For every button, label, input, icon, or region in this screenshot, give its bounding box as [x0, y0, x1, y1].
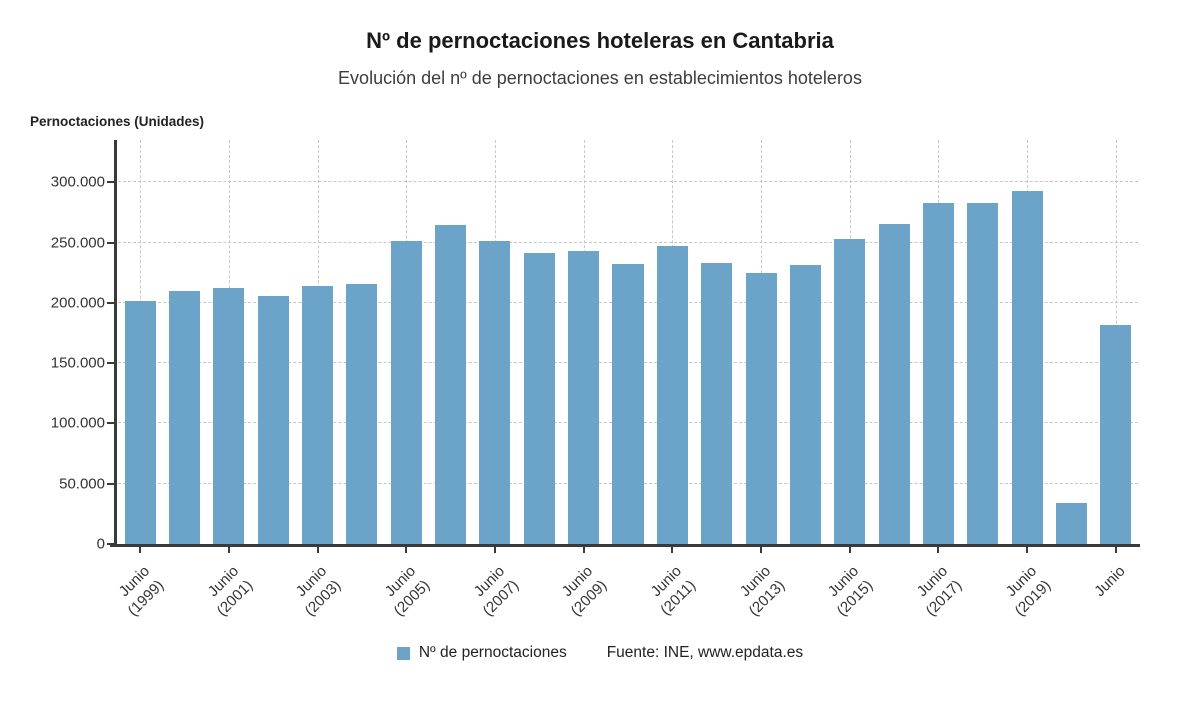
bar [1055, 503, 1087, 544]
chart-subtitle: Evolución del nº de pernoctaciones en es… [338, 68, 862, 88]
x-tick-mark [937, 546, 940, 553]
bar [1011, 190, 1043, 544]
bar [302, 285, 334, 544]
x-tick-mark [405, 546, 408, 553]
y-tick-mark [107, 362, 114, 365]
x-tick-label-text: Junio (2017) [913, 562, 966, 620]
bar [612, 264, 644, 544]
x-tick-label-text: Junio (2015) [825, 562, 877, 620]
bar [656, 245, 688, 544]
legend-row: Nº de pernoctaciones Fuente: INE, www.ep… [0, 644, 1200, 662]
bar [257, 296, 289, 544]
bar [346, 283, 378, 544]
y-tick-label: 250.000 [50, 234, 105, 251]
y-tick-label: 100.000 [50, 414, 105, 432]
legend-swatch-icon [396, 646, 410, 660]
x-tick-mark [582, 546, 585, 553]
bar [390, 241, 422, 544]
x-tick-mark [1114, 546, 1117, 553]
bar [745, 273, 777, 544]
bar [967, 203, 999, 544]
x-tick-label-text: Junio (2001) [204, 562, 256, 620]
y-tick-mark [107, 241, 114, 244]
x-tick-mark [760, 546, 763, 553]
y-tick-mark [107, 482, 114, 485]
x-tick-label-text: Junio (2013) [736, 562, 788, 620]
h-gridline [118, 181, 1138, 183]
x-tick-mark [227, 546, 230, 553]
x-tick-label-text: Junio (2005) [381, 562, 433, 620]
bar [878, 223, 910, 544]
x-tick-label-text: Junio (1999) [115, 562, 167, 620]
legend-label: Nº de pernoctaciones [418, 644, 567, 661]
x-tick-label-text: Junio [1091, 562, 1129, 601]
y-tick-mark [107, 301, 114, 304]
bar [789, 264, 821, 544]
x-tick-mark [848, 546, 851, 553]
y-tick-label: 200.000 [50, 294, 105, 312]
source-text: Fuente: INE, www.epdata.es [606, 644, 804, 661]
x-tick-mark [493, 546, 496, 553]
legend-item: Nº de pernoctaciones [396, 644, 567, 662]
bar [834, 238, 866, 544]
y-tick-label: 0 [96, 535, 105, 553]
bar [701, 263, 733, 544]
x-tick-label-text: Junio (2007) [470, 562, 522, 620]
bar [1100, 325, 1132, 544]
y-axis-labels: 0 50.000 100.000 150.000 200.000 250.000 300.0… [20, 140, 105, 553]
bar [922, 203, 954, 544]
x-tick-mark [671, 546, 674, 553]
y-tick-label: 50.000 [59, 475, 105, 493]
h-gridline [118, 241, 1138, 243]
y-tick-mark [107, 181, 114, 184]
x-axis-line [110, 544, 1140, 547]
y-axis-units-label: Pernoctaciones (Unidades) [30, 114, 205, 129]
x-tick-label-text: Junio (2011) [647, 562, 700, 619]
bar [169, 291, 201, 544]
x-tick-label-text: Junio (2019) [1002, 562, 1054, 620]
plot-area [107, 140, 1138, 553]
bar [435, 225, 467, 544]
x-tick-mark [139, 546, 142, 553]
y-tick-label: 300.000 [50, 173, 105, 191]
bar [523, 252, 555, 544]
x-tick-mark [316, 546, 319, 553]
chart-title: Nº de pernoctaciones hoteleras en Cantab… [366, 28, 834, 53]
x-tick-label-text: Junio (2003) [292, 562, 345, 620]
y-tick-label: 150.000 [50, 354, 105, 372]
x-tick-mark [1026, 546, 1029, 553]
x-tick-label-text: Junio (2009) [558, 562, 611, 620]
bar [568, 250, 600, 544]
bar [479, 240, 511, 544]
y-tick-mark [107, 422, 114, 425]
bar [124, 301, 156, 544]
y-axis-line [114, 140, 117, 546]
bar [213, 288, 245, 544]
